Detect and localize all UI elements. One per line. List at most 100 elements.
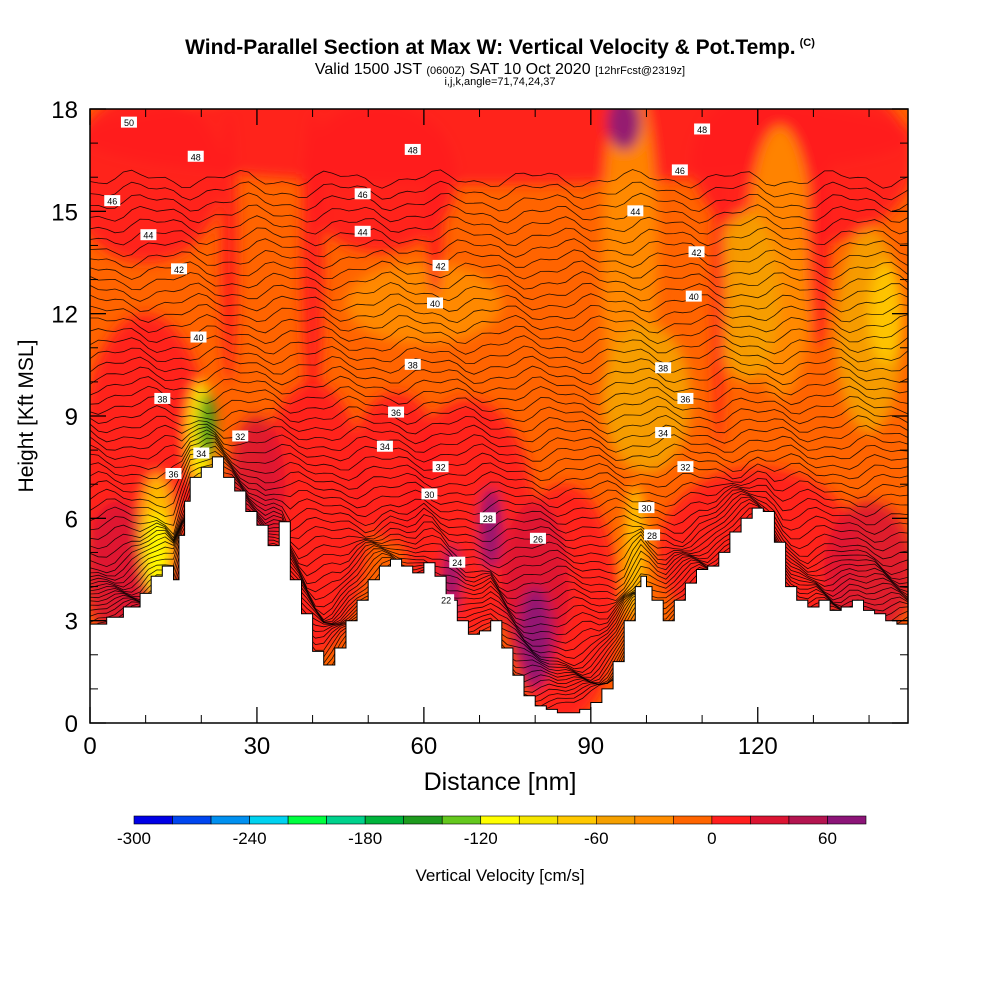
velocity-patch-strong-down: [869, 262, 903, 365]
colorbar-swatch: [557, 815, 597, 825]
y-axis-label: Height [Kft MSL]: [15, 340, 38, 493]
theta-contour: [90, 314, 908, 334]
theta-label-text: 26: [533, 534, 543, 544]
theta-label-text: 44: [143, 231, 153, 241]
colorbar-swatch: [788, 815, 828, 825]
theta-contour: [90, 335, 908, 355]
theta-label: 38: [655, 362, 672, 374]
theta-contour: [90, 429, 908, 464]
colorbar-tick-label: 60: [818, 829, 837, 848]
theta-label: 48: [404, 143, 421, 155]
theta-label: 36: [165, 467, 182, 479]
colorbar: -300 -240 -180 -120 -60 0 60: [117, 815, 867, 848]
theta-contour: [90, 292, 908, 313]
theta-label: 46: [104, 195, 121, 207]
theta-label-text: 48: [697, 125, 707, 135]
theta-contour: [90, 423, 908, 445]
theta-contour: [90, 260, 908, 280]
colorbar-tick-label: -240: [233, 829, 267, 848]
forecast-info: [12hrFcst@2319z]: [595, 65, 686, 77]
colorbar-swatch: [441, 815, 482, 825]
theta-contour: [90, 395, 908, 416]
colorbar-swatch: [711, 815, 751, 825]
theta-contour: [90, 414, 908, 435]
theta-contour: [90, 426, 908, 453]
colorbar-tick-label: -180: [348, 829, 382, 848]
theta-label: 32: [677, 461, 694, 473]
theta-label: 44: [627, 205, 644, 217]
y-tick-label: 15: [51, 199, 78, 226]
colorbar-swatch: [480, 815, 520, 825]
theta-contour: [90, 226, 908, 247]
theta-label-text: 24: [452, 558, 462, 568]
theta-label: 46: [354, 188, 371, 200]
velocity-patch-strong-upward: [518, 586, 552, 689]
velocity-patch-neutral: [220, 109, 238, 382]
theta-label: 50: [120, 116, 137, 128]
theta-contour: [90, 203, 908, 224]
theta-contour: [90, 445, 908, 500]
theta-contour: [90, 375, 908, 396]
velocity-patch-down: [713, 211, 781, 382]
velocity-patch-neutral: [807, 109, 831, 348]
colorbar-swatch: [673, 815, 713, 825]
x-axis-label: Distance [nm]: [424, 768, 577, 796]
x-tick-label: 30: [244, 733, 271, 760]
theta-label-text: 44: [630, 207, 640, 217]
theta-label-text: 32: [436, 463, 446, 473]
theta-label: 40: [427, 297, 444, 309]
theta-label-text: 36: [391, 408, 401, 418]
y-tick-label: 9: [65, 404, 78, 431]
velocity-patch-neutral: [713, 143, 725, 451]
theta-label: 44: [354, 225, 371, 237]
theta-contour: [90, 433, 908, 473]
colorbar-label: Vertical Velocity [cm/s]: [415, 866, 584, 885]
theta-contour: [90, 324, 908, 345]
theta-label: 30: [421, 488, 438, 500]
colorbar-swatch: [750, 815, 790, 825]
theta-label-text: 34: [196, 449, 206, 459]
theta-label-text: 42: [436, 261, 446, 271]
theta-label: 44: [140, 229, 157, 241]
colorbar-swatch: [403, 815, 443, 825]
theta-contour: [90, 238, 908, 258]
theta-label: 32: [432, 461, 449, 473]
theta-label-text: 36: [680, 394, 690, 404]
colorbar-swatch: [827, 815, 867, 825]
theta-label: 30: [638, 502, 655, 514]
x-tick-label: 60: [411, 733, 438, 760]
colorbar-swatch: [133, 815, 173, 825]
velocity-patch-extreme-down: [198, 392, 216, 461]
theta-label-text: 46: [358, 190, 368, 200]
theta-label-text: 40: [689, 292, 699, 302]
velocity-patch-strong-upward: [607, 109, 641, 150]
theta-label: 40: [190, 331, 207, 343]
theta-contour: [90, 365, 908, 386]
theta-contour: [90, 169, 908, 189]
theta-contour: [90, 405, 908, 425]
theta-label: 34: [376, 440, 393, 452]
valid-utc: (0600Z): [426, 65, 465, 77]
theta-contour: [90, 180, 908, 201]
y-tick-label: 3: [65, 609, 78, 636]
theta-label: 42: [688, 246, 705, 258]
colorbar-swatch: [172, 815, 212, 825]
theta-label-text: 44: [358, 227, 368, 237]
theta-label-text: 28: [483, 514, 493, 524]
theta-label-text: 32: [235, 432, 245, 442]
theta-label: 38: [154, 392, 171, 404]
theta-label-text: 30: [424, 490, 434, 500]
theta-contour: [90, 282, 908, 302]
theta-label-text: 40: [430, 299, 440, 309]
y-tick-label: 6: [65, 506, 78, 533]
theta-label-text: 34: [658, 429, 668, 439]
theta-label-text: 34: [380, 442, 390, 452]
colorbar-tick-label: 0: [707, 829, 716, 848]
theta-label: 32: [232, 430, 249, 442]
colorbar-swatch: [518, 815, 559, 825]
theta-label: 38: [404, 358, 421, 370]
valid-time: Valid 1500 JST: [314, 61, 422, 78]
terrain-mask: [90, 456, 908, 723]
y-tick-label: 0: [65, 711, 78, 738]
